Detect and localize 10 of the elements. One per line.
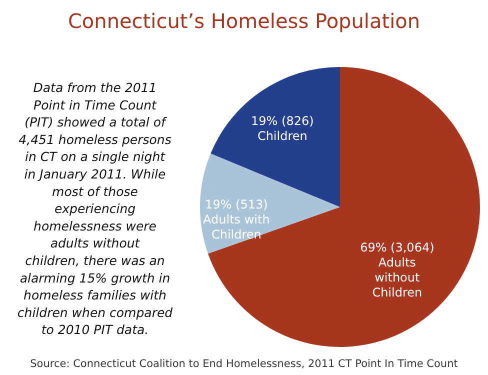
data-label: 19% (826) xyxy=(251,114,314,128)
text: Data from the 2011 Point in Time Count (PIT) showed a total of 4,451 homeless persons in CT on a single night in January 2011. While most of those experiencing homelessness were adults without children, there was an alarming 15% growth in homeless families with children when compared to 2010 PIT data. xyxy=(17,80,173,338)
slice-label: Adults with Children xyxy=(203,212,270,242)
data-label: 69% (3,064) xyxy=(360,240,434,254)
pie-slice xyxy=(200,154,340,254)
slice-label: Children xyxy=(257,128,308,143)
source-note: Source: Connecticut Coalition to End Homelessness, 2011 CT Point In Time Count xyxy=(30,358,458,370)
data-label: 19% (513) xyxy=(205,197,268,212)
slice-label: Adults without Children xyxy=(372,255,422,300)
chart-title: Connecticut’s Homeless Population xyxy=(68,9,420,33)
